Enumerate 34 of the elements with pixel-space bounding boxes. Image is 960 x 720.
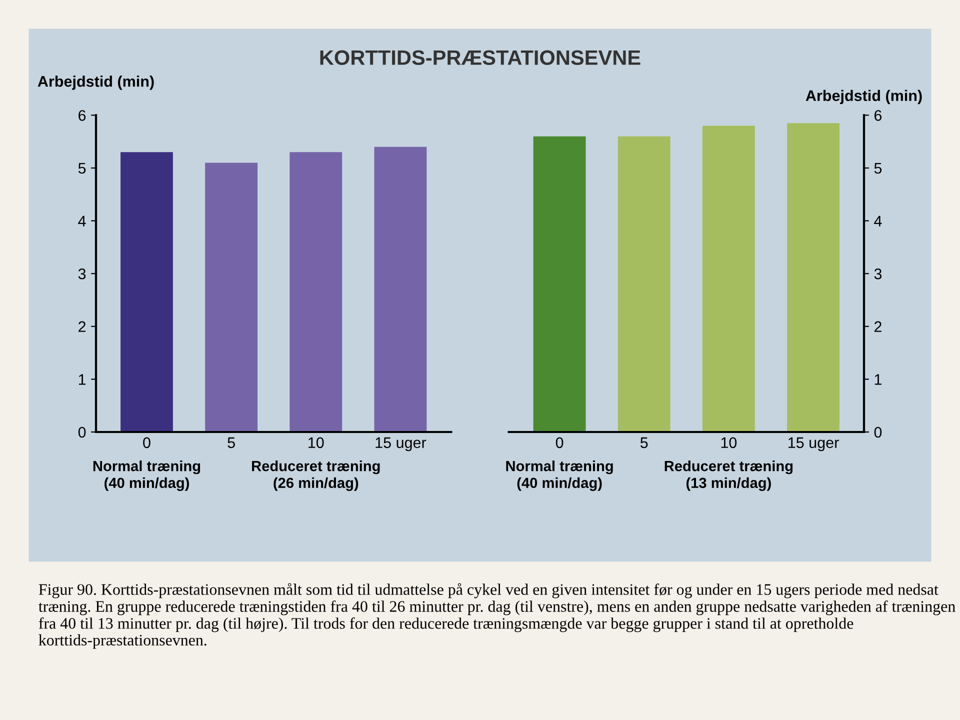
bar: [533, 136, 586, 432]
y-axis-title: Arbejdstid (min): [806, 90, 922, 104]
text: Normal træning (40 min/dag): [93, 460, 200, 491]
x-tick-label: 10: [308, 437, 324, 448]
x-tick-label: 15 uger: [376, 437, 426, 452]
y-tick-label: 3: [78, 268, 86, 280]
text: Reduceret træning (26 min/dag): [252, 460, 380, 491]
y-axis-title: Arbejdstid (min): [38, 76, 154, 90]
bar: [787, 123, 840, 432]
text: Normal træning (40 min/dag): [506, 460, 613, 491]
bar: [618, 136, 670, 432]
y-tick-label: 0: [78, 426, 86, 438]
y-tick-label: 3: [874, 268, 882, 280]
x-tick-label: 0: [556, 437, 564, 448]
x-tick-label: 15 uger: [788, 437, 839, 452]
y-tick-label: 2: [874, 321, 882, 332]
text: Reduceret træning (13 min/dag): [664, 460, 793, 491]
x-tick-label: 5: [228, 437, 235, 448]
x-tick-label: 5: [640, 437, 648, 448]
y-tick-label: 6: [874, 110, 882, 121]
bar: [702, 126, 755, 432]
x-tick-label: 0: [143, 437, 150, 448]
y-tick-label: 2: [78, 321, 86, 332]
y-tick-label: 5: [78, 163, 86, 174]
x-tick-label: 10: [721, 437, 737, 448]
y-tick-label: 0: [874, 426, 882, 438]
y-tick-label: 1: [78, 374, 86, 385]
y-tick-label: 1: [874, 374, 882, 385]
y-tick-label: 4: [874, 216, 882, 226]
y-tick-label: 4: [78, 216, 86, 226]
y-tick-label: 5: [874, 163, 882, 174]
chart-title: KORTTIDS-PRÆSTATIONSEVNE: [320, 50, 640, 66]
y-tick-label: 6: [78, 110, 86, 121]
text: Figur 90. Korttids-præstationsevnen målt som tid til udmattelse på cykel ved en given intensitet før og under en 15 ugers periode med nedsat træning. En gruppe reducerede træningstiden fra 40 til 26 minutter pr. dag (til venstre), mens en anden gruppe nedsatte varigheden af træningen fra 40 til 13 minutter pr. dag (til højre). Til trods for den reducerede træningsmængde var begge grupper i stand til at opretholde korttids-præstationsevnen.: [38, 583, 956, 649]
